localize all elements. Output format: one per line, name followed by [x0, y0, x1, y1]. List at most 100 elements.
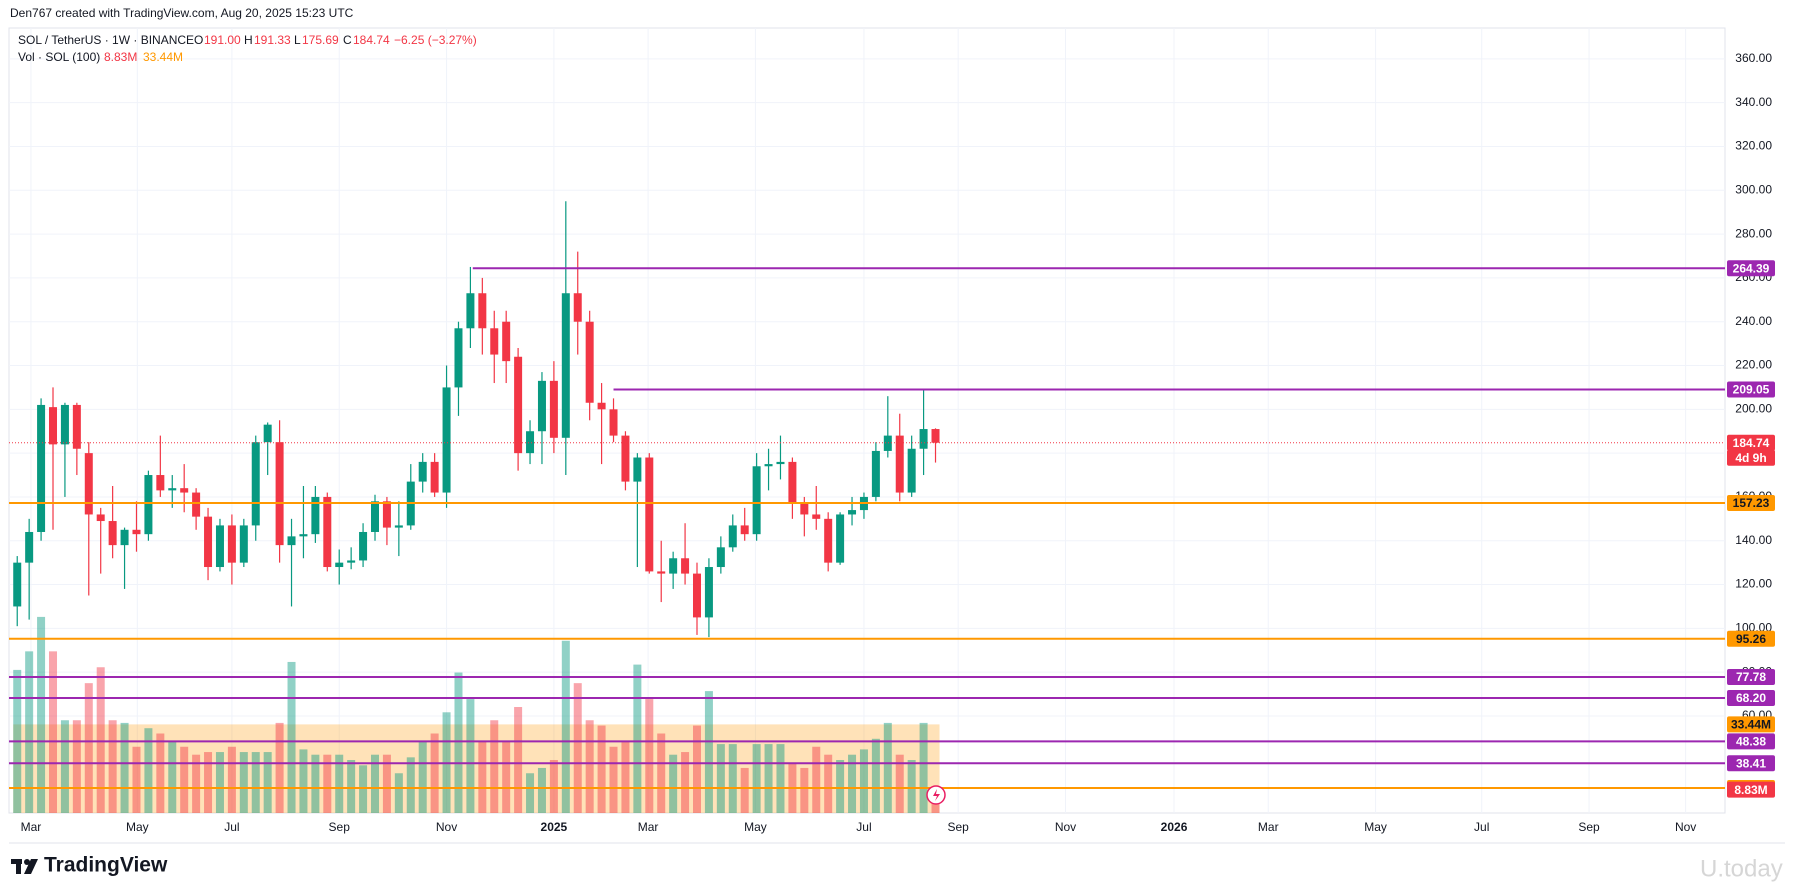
- y-tick-label: 220.00: [1735, 358, 1772, 372]
- volume-bar: [657, 733, 666, 813]
- candle-body: [812, 514, 821, 519]
- candle-body: [335, 562, 344, 568]
- level-label: 77.78: [1736, 670, 1766, 684]
- volume-bar: [227, 746, 236, 813]
- volume-bar: [692, 725, 701, 813]
- candle-body: [895, 435, 904, 493]
- y-tick-label: 360.00: [1735, 51, 1772, 65]
- volume-bar: [132, 746, 141, 813]
- volume-bar: [287, 661, 296, 813]
- plot: Mar May Jul Sep Nov 2025 Mar May Jul Sep Nov 2026 Ma…: [8, 27, 1775, 834]
- level-label: 264.39: [1733, 261, 1770, 275]
- level-label: 38.41: [1736, 756, 1766, 770]
- volume-bar: [25, 651, 34, 813]
- volume-bar: [585, 720, 594, 813]
- level-label: 68.20: [1736, 691, 1766, 705]
- close: 184.74: [353, 33, 390, 47]
- y-tick-label: 120.00: [1735, 577, 1772, 591]
- candle-body: [704, 567, 713, 618]
- candle-body: [669, 558, 678, 574]
- level-label-box: [1727, 260, 1775, 277]
- symbol: SOL / TetherUS · 1W · BINANCE: [18, 33, 194, 47]
- volume-bar: [418, 741, 427, 813]
- volume-bar: [299, 749, 308, 813]
- volume-bar: [573, 683, 582, 813]
- candle-body: [49, 407, 58, 445]
- volume-bar: [800, 767, 809, 813]
- last-price-label: 184.74: [1733, 436, 1770, 450]
- level-label-box: [1727, 630, 1775, 647]
- candle-body: [490, 328, 499, 355]
- y-tick-label: 280.00: [1735, 226, 1772, 240]
- low: 175.69: [302, 33, 339, 47]
- candle-body: [120, 529, 129, 546]
- volume-bar: [681, 752, 690, 813]
- candle-body: [609, 409, 618, 436]
- volume-bar: [156, 733, 165, 813]
- volume-bar: [490, 720, 499, 813]
- volume-bar: [251, 752, 260, 813]
- candle-body: [883, 435, 892, 451]
- volume-bar: [609, 746, 618, 813]
- y-tick-label: 340.00: [1735, 95, 1772, 109]
- volume-bar: [108, 720, 117, 813]
- volume-bar: [96, 667, 105, 813]
- candle-body: [585, 321, 594, 403]
- candle-body: [263, 424, 272, 443]
- candle-body: [788, 461, 797, 504]
- candle-body: [597, 402, 606, 410]
- volume: 8.83M: [104, 50, 137, 64]
- candle-body: [776, 461, 785, 465]
- volume-bar: [239, 752, 248, 813]
- x-tick-label: Jul: [224, 820, 239, 834]
- volume-bar: [728, 744, 737, 813]
- volume-bar: [323, 754, 332, 813]
- level-label-box: [1727, 733, 1775, 750]
- candle-body: [96, 514, 105, 522]
- volume-bar: [60, 720, 69, 813]
- candle-body: [442, 387, 451, 493]
- level-label-box: [1727, 690, 1775, 707]
- candle-body: [287, 536, 296, 546]
- candle-body: [621, 435, 630, 482]
- candle-body: [919, 429, 928, 449]
- candle-body: [251, 442, 260, 526]
- candle-body: [192, 492, 201, 517]
- candle-body: [37, 404, 46, 532]
- x-tick-label: Sep: [329, 820, 351, 834]
- volume-bar: [466, 699, 475, 813]
- volume-bar: [72, 720, 81, 813]
- open: 191.00: [204, 33, 241, 47]
- plot-border: [8, 27, 1726, 814]
- candle-body: [371, 501, 380, 532]
- candle-body: [359, 531, 368, 561]
- candle-body: [299, 534, 308, 537]
- candle-body: [275, 442, 284, 546]
- volume-bar: [776, 744, 785, 813]
- candle-body: [633, 457, 642, 482]
- change: −6.25 (−3.27%): [394, 33, 477, 47]
- volume-bar: [263, 752, 272, 813]
- candle-body: [382, 501, 391, 528]
- high: 191.33: [254, 33, 291, 47]
- volume-bar: [716, 744, 725, 813]
- x-tick-label: Sep: [1578, 820, 1600, 834]
- volume-bar: [621, 741, 630, 813]
- x-tick-label: Jul: [1474, 820, 1489, 834]
- y-tick-label: 320.00: [1735, 139, 1772, 153]
- volume-bar: [645, 699, 654, 813]
- candle-body: [466, 293, 475, 329]
- candle-body: [347, 560, 356, 563]
- volume-bar: [382, 754, 391, 813]
- volume-bar: [752, 744, 761, 813]
- candle-body: [478, 293, 487, 329]
- candle-body: [752, 466, 761, 535]
- h-label: H: [244, 33, 253, 47]
- last-price-label-box: [1727, 434, 1775, 451]
- candle-body: [227, 525, 236, 563]
- volume-bar: [764, 744, 773, 813]
- volume-bar: [215, 752, 224, 813]
- volume-bar: [871, 738, 880, 813]
- countdown-label: 4d 9h: [1735, 451, 1766, 465]
- candle-body: [502, 321, 511, 362]
